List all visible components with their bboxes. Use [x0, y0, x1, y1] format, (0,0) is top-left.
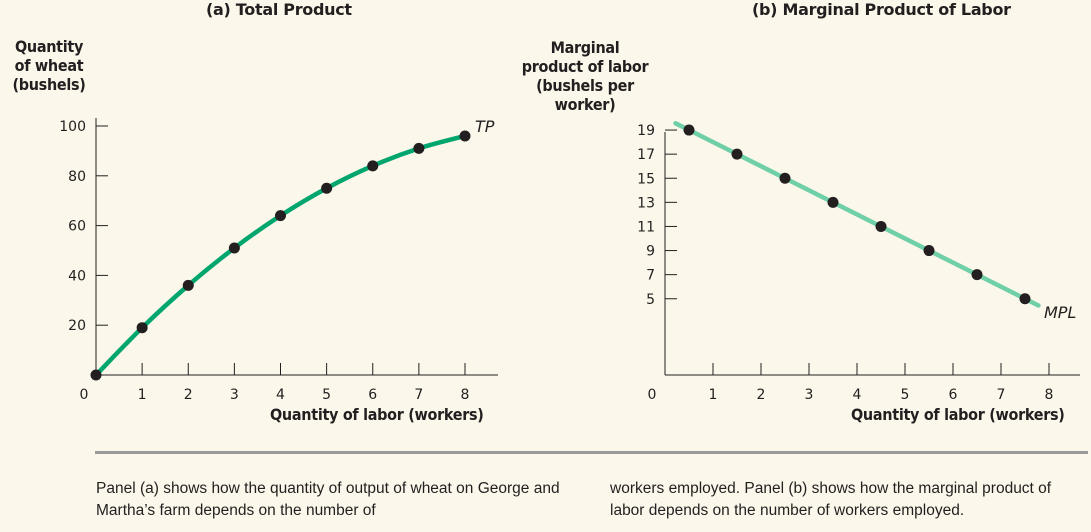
panel-a-data-point	[182, 279, 194, 291]
caption-right: workers employed. Panel (b) shows how th…	[610, 480, 1052, 519]
panel-b-title: (b) Marginal Product of Labor	[752, 0, 1011, 19]
panel-a-y-axis-label-line-2: (bushels)	[12, 75, 86, 94]
panel-a-y-tick-label: 100	[59, 119, 86, 135]
panel-b-y-axis-label-line-1: product of labor	[521, 57, 649, 76]
panel-a-series-label: TP	[475, 117, 495, 136]
panel-b-x-axis-label: Quantity of labor (workers)	[851, 405, 1065, 424]
panel-a-x-tick-label: 1	[138, 387, 147, 403]
panel-b-y-axis-label: Marginal product of labor (bushels per work…	[510, 38, 660, 114]
panel-a-x-tick-label: 3	[230, 387, 239, 403]
caption-left: Panel (a) shows how the quantity of outp…	[96, 480, 560, 519]
panel-a-data-point	[90, 369, 102, 381]
panel-a-x-tick-label: 4	[276, 387, 285, 403]
panel-a-x-tick-label: 6	[368, 387, 377, 403]
panel-a-origin-label: 0	[80, 387, 89, 403]
panel-a-x-tick-label: 7	[414, 387, 423, 403]
panel-a-data-point	[413, 142, 425, 154]
panel-a-data-point	[136, 322, 148, 334]
panel-a-data-point	[321, 182, 333, 194]
panel-a-x-tick-label: 8	[461, 387, 470, 403]
panel-a-y-tick-label: 80	[68, 169, 86, 185]
panel-a-y-axis-label-line-0: Quantity	[14, 37, 84, 56]
panel-b-y-axis-label-line-0: Marginal	[550, 38, 620, 57]
panel-a-y-axis-label-line-1: of wheat	[14, 56, 84, 75]
panel-a-data-point	[275, 210, 286, 222]
panel-a-data-point	[459, 130, 471, 142]
panel-a-y-tick-label: 40	[68, 268, 86, 284]
panel-a-y-axis-label: Quantity of wheat (bushels)	[4, 37, 94, 94]
panel-b-y-axis-label-line-2: (bushels per	[536, 76, 634, 95]
panel-a-data-point	[228, 242, 240, 254]
panel-a-title: (a) Total Product	[206, 0, 352, 19]
panel-b-y-axis-label-line-3: worker)	[554, 95, 616, 114]
panel-a-x-axis-label: Quantity of labor (workers)	[270, 405, 484, 424]
panel-a-y-tick-label: 20	[68, 318, 86, 334]
panel-a-series-line	[93, 133, 468, 378]
panel-a-data-point	[367, 160, 379, 172]
panel-a-x-tick-label: 5	[322, 387, 331, 403]
panel-a-x-tick-label: 2	[184, 387, 193, 403]
divider-rule	[95, 451, 1088, 454]
panel-a-y-tick-label: 60	[68, 219, 86, 235]
